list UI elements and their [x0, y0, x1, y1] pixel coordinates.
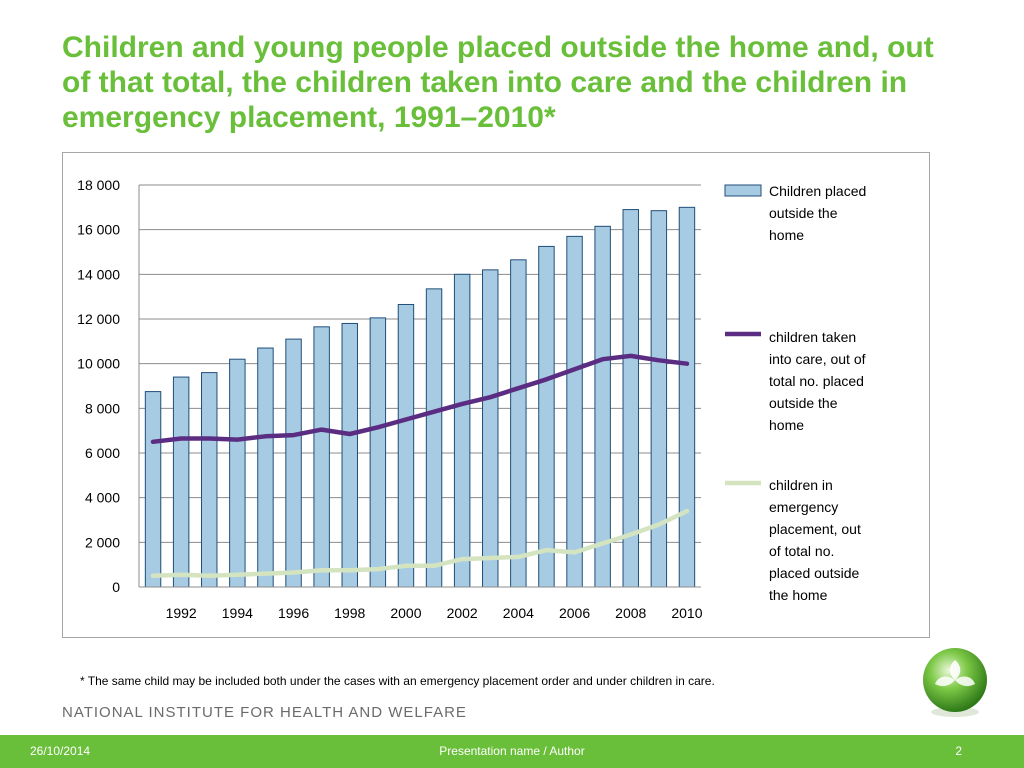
x-tick-label: 2002: [447, 605, 478, 621]
footnote: * The same child may be included both un…: [80, 674, 715, 688]
line-series: [150, 353, 690, 579]
bar: [201, 372, 218, 588]
axes: 0 2 000 4 000 6 000 8 000 10 000 12 000 14 000 1…: [77, 177, 703, 621]
footer-date: 26/10/2014: [30, 744, 91, 758]
bar: [482, 269, 499, 588]
legend-label-line: placement, out: [769, 521, 861, 537]
x-tick-label: 2000: [390, 605, 421, 621]
footer-page-number: 2: [955, 744, 962, 758]
bar: [285, 338, 302, 588]
y-tick-label: 10 000: [77, 356, 120, 372]
x-tick-label: 1996: [278, 605, 309, 621]
bar: [369, 317, 387, 588]
bar: [341, 322, 358, 588]
x-tick-label: 2008: [615, 605, 646, 621]
legend-label-line: of total no.: [769, 543, 834, 559]
x-tick-label: 1998: [334, 605, 365, 621]
bar: [425, 288, 443, 588]
x-tick-label: 1994: [222, 605, 253, 621]
y-tick-label: 16 000: [77, 222, 120, 238]
bar: [538, 245, 555, 588]
institute-name: NATIONAL INSTITUTE FOR HEALTH AND WELFAR…: [62, 704, 467, 721]
legend-label-line: home: [769, 417, 804, 433]
footer-bar: 26/10/2014 Presentation name / Author 2: [0, 735, 1024, 768]
x-tick-label: 2004: [503, 605, 534, 621]
legend-label-line: placed outside: [769, 565, 860, 581]
legend-label-line: into care, out of: [769, 351, 866, 367]
legend-label-line: outside the: [769, 395, 838, 411]
y-tick-label: 6 000: [85, 445, 120, 461]
bar: [172, 376, 190, 588]
y-tick-label: 4 000: [85, 490, 120, 506]
legend-label-line: emergency: [769, 499, 838, 515]
bar: [229, 358, 246, 588]
bar: [678, 206, 696, 588]
x-tick-label: 2010: [671, 605, 702, 621]
legend-label-line: total no. placed: [769, 373, 864, 389]
y-tick-label: 8 000: [85, 400, 120, 416]
y-tick-label: 2 000: [85, 534, 120, 550]
legend-label-line: the home: [769, 587, 828, 603]
legend-label-line: outside the: [769, 205, 838, 221]
line-emergency: [150, 508, 690, 579]
bar-series: [144, 206, 696, 588]
bar: [257, 347, 274, 588]
legend-label-line: home: [769, 227, 804, 243]
y-tick-label: 12 000: [77, 311, 120, 327]
logo-orb-icon: [923, 648, 987, 717]
bar: [397, 303, 415, 588]
y-tick-label: 18 000: [77, 177, 120, 193]
bar: [650, 210, 668, 588]
bar: [453, 273, 471, 588]
legend-label-line: Children placed: [769, 183, 866, 199]
x-tick-label: 2006: [559, 605, 590, 621]
y-tick-label: 0: [112, 579, 120, 595]
bar: [144, 391, 162, 588]
line-care: [150, 353, 690, 445]
legend-swatch-bar: [724, 184, 762, 197]
footer-presentation-name: Presentation name / Author: [439, 744, 585, 758]
legend-label-line: children taken: [769, 329, 856, 345]
gridlines: [139, 184, 701, 588]
x-tick-label: 1992: [166, 605, 197, 621]
legend-label-line: children in: [769, 477, 833, 493]
bar: [566, 235, 583, 588]
y-tick-label: 14 000: [77, 266, 120, 282]
bar: [510, 259, 527, 588]
bar: [594, 225, 611, 588]
legend: Children placed outside the home children t…: [724, 183, 866, 603]
slide-title: Children and young people placed outside…: [62, 31, 934, 134]
chart: 0 2 000 4 000 6 000 8 000 10 000 12 000 14 000 1…: [77, 177, 866, 621]
bar: [313, 326, 330, 588]
chart-frame: 0 2 000 4 000 6 000 8 000 10 000 12 000 14 000 1…: [62, 152, 930, 638]
